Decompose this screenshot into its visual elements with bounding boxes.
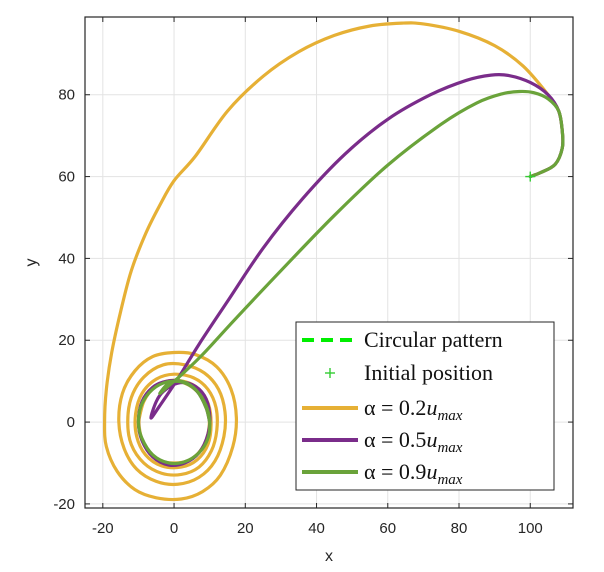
- y-tick-label: -20: [53, 496, 75, 513]
- ticks: -20 0 20 40 60 80 100 -20 0 20 40 60 80: [53, 17, 573, 537]
- legend-label-1: Initial position: [364, 360, 493, 385]
- y-tick-label: 40: [58, 250, 75, 267]
- x-tick-label: 60: [379, 520, 396, 537]
- legend-label-2: α = 0.2umax: [364, 395, 463, 424]
- y-tick-label: 60: [58, 169, 75, 186]
- legend-label-var: u: [426, 459, 437, 484]
- x-tick-label: 80: [451, 520, 468, 537]
- series-line-alpha-0-9-u-max: [136, 89, 565, 466]
- legend-label-prefix: α = 0.2: [364, 395, 426, 420]
- x-tick-label: 100: [518, 520, 543, 537]
- legend-label-sub: max: [437, 472, 462, 488]
- y-tick-label: 20: [58, 332, 75, 349]
- series-layer: [102, 21, 565, 502]
- initial-position-marker: [525, 171, 536, 182]
- y-tick-label: 80: [58, 87, 75, 104]
- legend-label-var: u: [426, 427, 437, 452]
- legend-label-3: α = 0.5umax: [364, 427, 463, 456]
- legend-label-prefix: α = 0.9: [364, 459, 426, 484]
- legend-label-sub: max: [437, 440, 462, 456]
- x-tick-label: 0: [170, 520, 178, 537]
- legend-label-0: Circular pattern: [364, 327, 503, 352]
- y-axis-label: y: [23, 259, 40, 267]
- x-tick-label: -20: [92, 520, 114, 537]
- plot-frame: [84, 16, 574, 509]
- legend-label-prefix: α = 0.5: [364, 427, 426, 452]
- x-axis-label: x: [325, 548, 333, 565]
- legend-label-4: α = 0.9umax: [364, 459, 463, 488]
- y-tick-label: 0: [67, 414, 75, 431]
- x-tick-label: 20: [237, 520, 254, 537]
- legend-label-var: u: [426, 395, 437, 420]
- x-tick-label: 40: [308, 520, 325, 537]
- legend-label-sub: max: [437, 408, 462, 424]
